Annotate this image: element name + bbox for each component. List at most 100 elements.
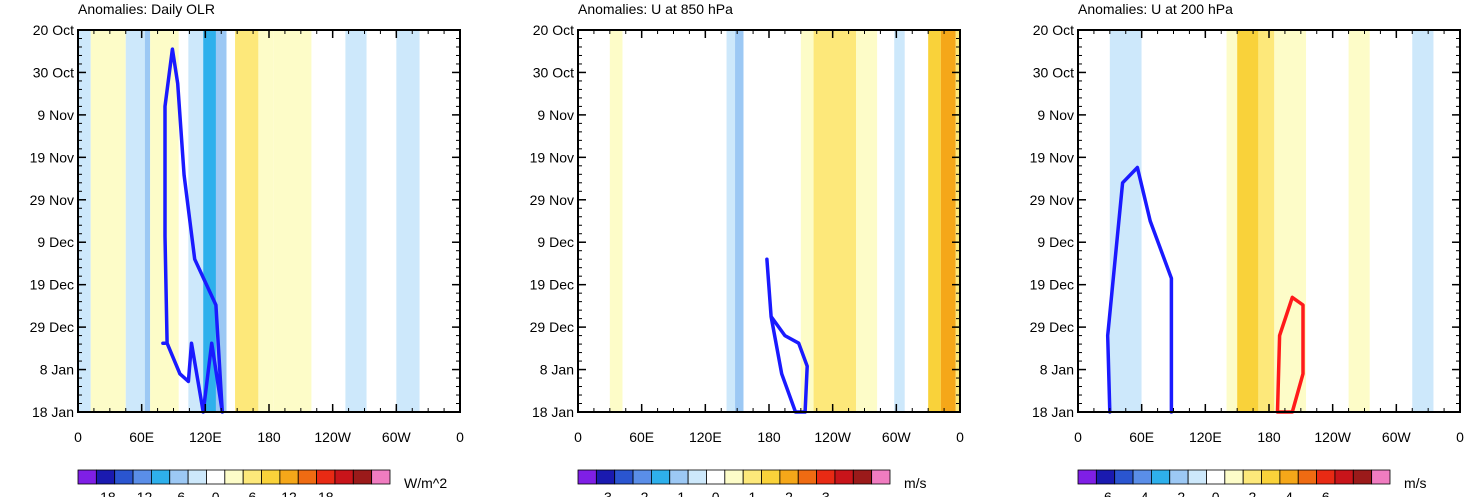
shaded-band [78,30,91,412]
y-tick-label: 18 Jan [32,404,74,420]
x-tick-label: 0 [956,429,964,445]
colorbar-swatch [187,469,207,485]
shaded-band [622,30,649,412]
colorbar-swatch [77,469,97,485]
contour-line [765,257,809,414]
shaded-band [684,30,727,412]
x-tick-label: 0 [574,429,582,445]
y-tick-label: 20 Oct [1033,22,1074,38]
y-tick-label: 18 Jan [1032,404,1074,420]
shaded-band [913,30,929,412]
colorbar-swatch [687,469,707,485]
shaded-band [345,30,367,412]
colorbar-swatch [316,469,336,485]
x-tick-label: 0 [1074,429,1082,445]
panel-title: Anomalies: Daily OLR [78,1,215,17]
x-tick-label: 120E [189,429,222,445]
colorbar-swatch [1261,469,1281,485]
colorbar-tick-label: -4 [1136,489,1149,497]
contour-line [1105,165,1174,414]
colorbar-tick-label: -18 [95,489,115,497]
y-tick-label: 9 Dec [1037,234,1074,250]
x-tick-label: 180 [757,429,781,445]
shaded-band [1226,30,1238,412]
colorbar-swatch [1352,469,1373,485]
shaded-band [904,30,914,412]
colorbar-tick-label: 12 [281,489,297,497]
y-tick-label: 29 Nov [1030,192,1074,208]
shaded-band [215,30,227,412]
colorbar-swatch [1371,469,1391,485]
colorbar-swatch [669,469,689,485]
colorbar-swatch [1242,469,1262,485]
colorbar-swatch [1114,469,1134,485]
shaded-band [578,30,610,412]
colorbar-swatch [334,469,354,485]
shaded-band [955,30,960,412]
colorbar-tick-label: -3 [599,489,612,497]
colorbar-tick-label: 18 [318,489,334,497]
colorbar-swatch [761,469,781,485]
x-tick-label: 180 [257,429,281,445]
colorbar-swatch [1206,469,1226,485]
y-tick-label: 29 Dec [30,319,74,335]
y-tick-label: 8 Jan [40,362,74,378]
y-tick-label: 19 Dec [530,277,574,293]
x-tick-label: 180 [1257,429,1281,445]
shaded-band [188,30,204,412]
shaded-band [1306,30,1349,412]
x-tick-label: 120E [689,429,722,445]
shaded-band [235,30,259,412]
y-tick-label: 9 Nov [1037,107,1074,123]
y-tick-label: 20 Oct [533,22,574,38]
x-tick-label: 60E [1129,429,1154,445]
colorbar-tick-label: 6 [1322,489,1330,497]
colorbar-swatch [577,469,597,485]
y-tick-label: 30 Oct [1033,64,1074,80]
shaded-band [1109,30,1142,412]
colorbar-tick-label: 6 [248,489,256,497]
y-tick-label: 19 Dec [30,277,74,293]
shaded-band [1141,30,1174,412]
shaded-band [743,30,775,412]
colorbar-swatch [297,469,317,485]
shaded-band [609,30,623,412]
colorbar-tick-label: -2 [636,489,649,497]
colorbar-swatch [352,469,373,485]
x-tick-label: 60E [129,429,154,445]
x-tick-label: 0 [1456,429,1464,445]
shaded-band [125,30,145,412]
shaded-band [1348,30,1370,412]
y-tick-label: 19 Nov [1030,149,1074,165]
shaded-band [1412,30,1434,412]
x-tick-label: 120W [1314,429,1351,445]
shaded-band [90,30,126,412]
panel-title: Anomalies: U at 850 hPa [578,1,733,17]
colorbar-swatch [169,469,189,485]
x-tick-label: 60E [629,429,654,445]
y-tick-label: 20 Oct [33,22,74,38]
shaded-band [856,30,878,412]
colorbar-swatch [1187,469,1207,485]
colorbar-swatch [614,469,634,485]
y-tick-label: 18 Jan [532,404,574,420]
shaded-band [894,30,905,412]
colorbar-tick-label: 0 [212,489,220,497]
colorbar-swatch [742,469,762,485]
y-tick-label: 19 Nov [30,149,74,165]
colorbar-units: m/s [904,475,927,491]
x-tick-label: 120E [1189,429,1222,445]
colorbar-swatch [371,469,391,485]
colorbar-swatch [224,469,244,485]
x-tick-label: 120W [314,429,351,445]
shaded-band [1258,30,1275,412]
colorbar-swatch [95,469,116,485]
shaded-band [735,30,744,412]
colorbar-swatch [1095,469,1116,485]
shaded-band [1237,30,1259,412]
shaded-band [419,30,460,412]
